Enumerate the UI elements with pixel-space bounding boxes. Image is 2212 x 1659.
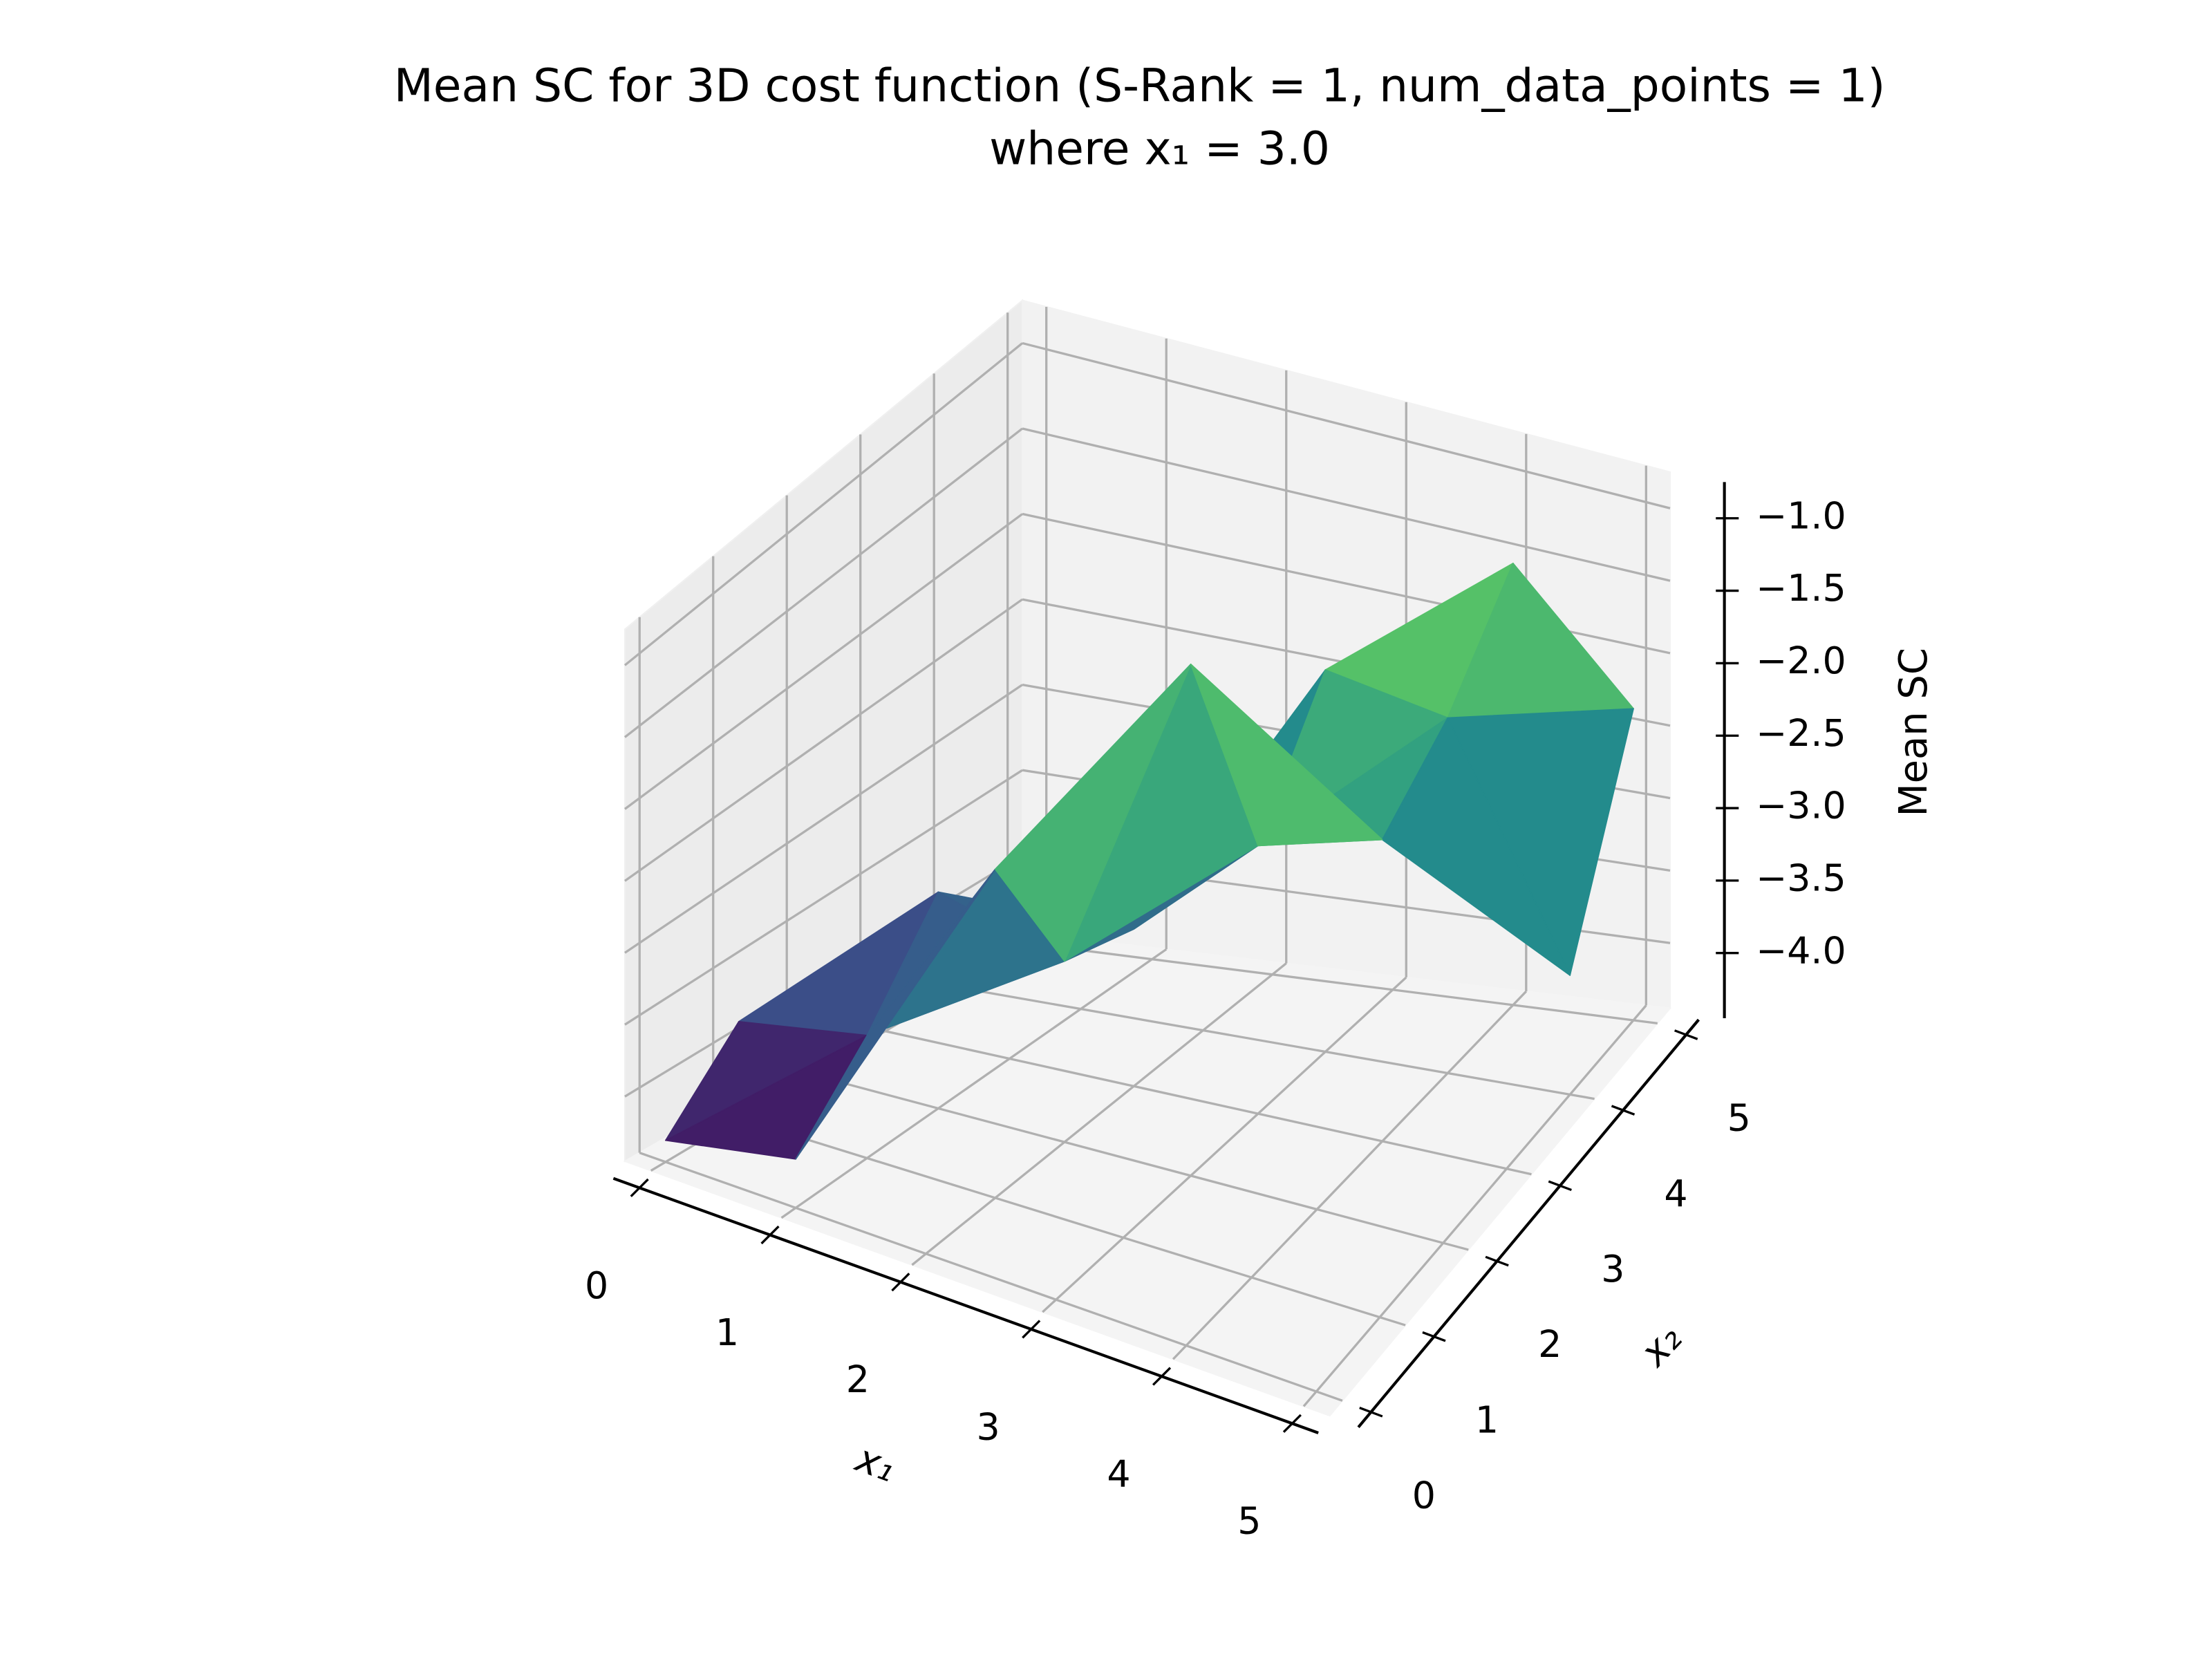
tick-mark [760, 1225, 780, 1245]
tick-mark [891, 1273, 910, 1292]
x-tick-label: 1 [715, 1311, 739, 1354]
grid-line [786, 1067, 1469, 1251]
grid-line [1172, 991, 1527, 1360]
axis-line [1357, 1018, 1700, 1428]
z-tick-label: −4.0 [1756, 928, 1846, 972]
y-tick-label: 5 [1727, 1096, 1751, 1140]
x-tick-label: 3 [977, 1405, 1000, 1448]
y-tick-label: 3 [1601, 1247, 1624, 1291]
z-axis-label: Mean SC [1891, 648, 1936, 816]
grid-line [713, 1109, 1406, 1327]
x-tick-label: 2 [846, 1358, 870, 1401]
grid-line [1022, 427, 1671, 582]
y-tick-label: 2 [1538, 1322, 1562, 1366]
tick-mark [1674, 1029, 1698, 1040]
grid-line [911, 962, 1287, 1266]
x-tick-label: 5 [1237, 1499, 1261, 1543]
grid-line [624, 684, 1023, 954]
grid-line [1302, 1004, 1647, 1407]
z-tick-label: −2.0 [1756, 639, 1846, 682]
grid-line [624, 513, 1023, 810]
grid-line [624, 598, 1023, 882]
tick-mark [630, 1178, 649, 1197]
surface-face [795, 868, 996, 1160]
y-tick-label: 4 [1664, 1172, 1687, 1215]
z-tick-label: −3.5 [1756, 856, 1846, 900]
y-tick-label: 0 [1412, 1474, 1436, 1517]
surface-face [994, 664, 1192, 962]
surface-face [1381, 717, 1571, 976]
z-tick-label: −1.0 [1756, 494, 1846, 537]
x-tick-label: 4 [1107, 1452, 1130, 1496]
tick-mark [1422, 1331, 1446, 1342]
z-tick-label: −2.5 [1756, 711, 1846, 755]
x-tick-label: 0 [585, 1264, 608, 1307]
tick-mark [1282, 1414, 1302, 1433]
grid-line [624, 769, 1023, 1026]
tick-mark [1359, 1407, 1383, 1418]
chart-title: Mean SC for 3D cost function (S-Rank = 1… [394, 59, 1886, 113]
grid-line [639, 1152, 1343, 1402]
grid-line [624, 427, 1024, 738]
tick-mark [1485, 1255, 1509, 1267]
surface-face [1190, 664, 1383, 847]
axis-line [612, 1177, 1319, 1434]
z-tick-label: −3.0 [1756, 784, 1846, 827]
grid-line [933, 982, 1595, 1100]
grid-line [860, 1024, 1532, 1176]
chart-subtitle: where x₁ = 3.0 [989, 122, 1330, 176]
grid-line [1022, 341, 1671, 509]
tick-mark [1022, 1320, 1041, 1339]
grid-line [624, 342, 1024, 666]
grid-line [1042, 976, 1407, 1313]
grid-line [1007, 939, 1658, 1025]
y-tick-label: 1 [1475, 1398, 1499, 1441]
tick-mark [1548, 1180, 1572, 1192]
tick-mark [1611, 1105, 1635, 1116]
grid-line [780, 948, 1168, 1219]
tick-mark [1152, 1367, 1172, 1386]
z-tick-label: −1.5 [1756, 566, 1846, 610]
